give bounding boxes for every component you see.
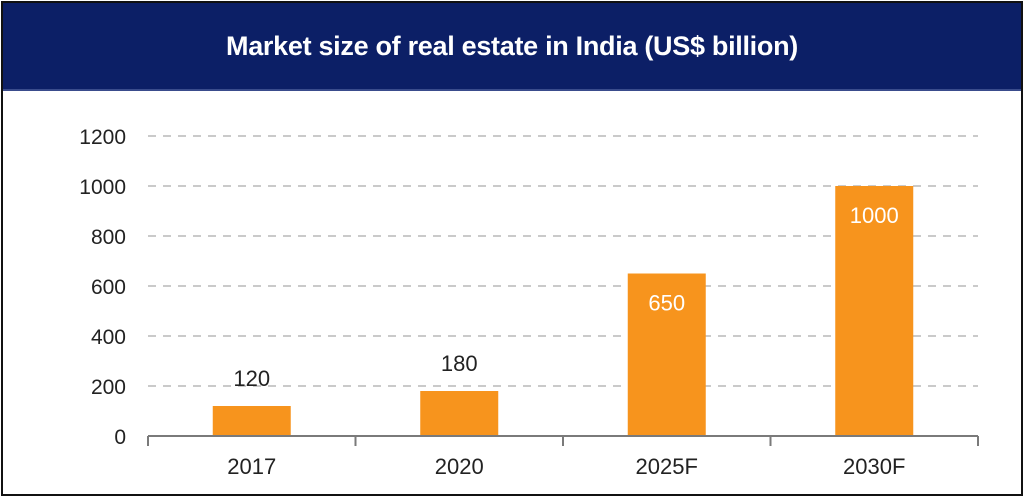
- bar: [627, 273, 706, 436]
- x-tick-label: 2025F: [636, 454, 698, 479]
- y-tick-label: 400: [91, 326, 126, 349]
- bars: 120 180 650 1000: [212, 186, 914, 436]
- x-tick-label: 2030F: [843, 454, 905, 479]
- y-tick-label: 0: [114, 426, 126, 449]
- bar: [420, 391, 499, 436]
- chart-header: Market size of real estate in India (US$…: [3, 3, 1021, 91]
- bar: [212, 406, 291, 436]
- data-label: 1000: [850, 203, 899, 228]
- data-label: 120: [233, 366, 270, 391]
- y-tick-label: 1200: [79, 126, 126, 149]
- chart-title: Market size of real estate in India (US$…: [226, 30, 798, 61]
- data-label: 650: [648, 291, 685, 316]
- y-tick-label: 600: [91, 276, 126, 299]
- x-tick-label: 2017: [227, 454, 276, 479]
- y-tick-label: 800: [91, 226, 126, 249]
- y-tick-label: 200: [91, 376, 126, 399]
- x-tick-label: 2020: [435, 454, 484, 479]
- y-axis: 0 200 400 600 800 1000 1200: [79, 126, 126, 449]
- data-label: 180: [441, 351, 478, 376]
- bar: [835, 186, 914, 436]
- x-axis: 2017 2020 2025F 2030F: [147, 435, 979, 479]
- y-tick-label: 1000: [79, 176, 126, 199]
